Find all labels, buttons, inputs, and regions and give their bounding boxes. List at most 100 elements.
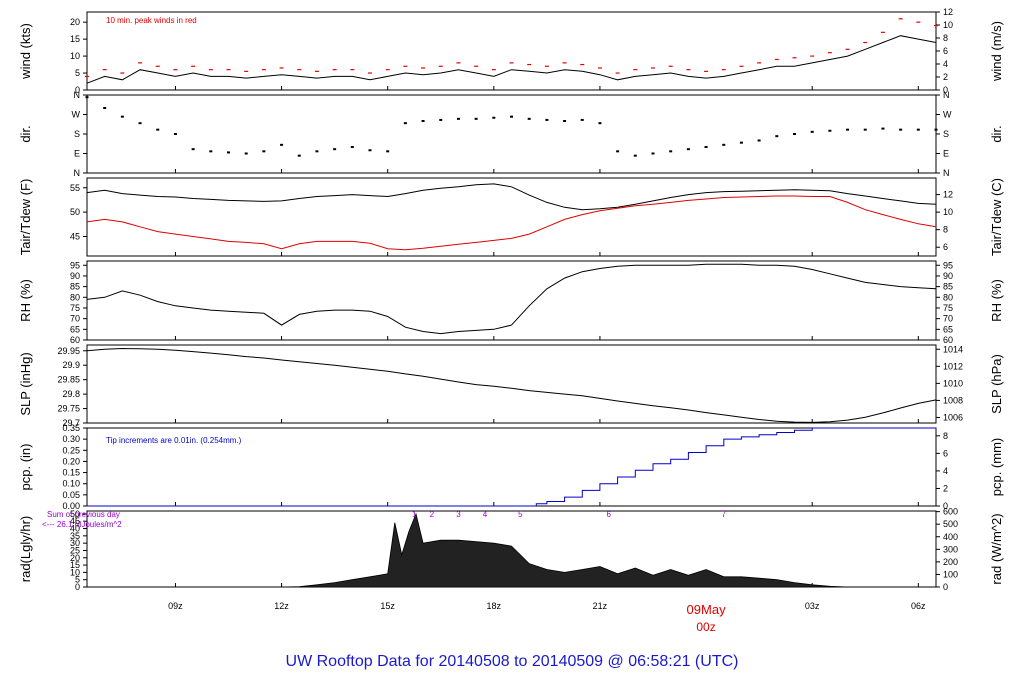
direction-point (120, 115, 124, 118)
direction-point (191, 148, 195, 151)
x-tick-label-18z: 18z (487, 601, 502, 611)
direction-point (580, 118, 584, 121)
rad-marker-4: 4 (483, 510, 488, 519)
left-tick-label: 50 (70, 509, 80, 519)
left-tick-label: 10 (70, 51, 80, 61)
rad-marker-2: 2 (430, 510, 435, 519)
left-tick-label: 0.35 (62, 423, 80, 433)
left-tick-label: 50 (70, 207, 80, 217)
x-tick-label-09z: 09z (168, 601, 183, 611)
right-tick-label: 300 (943, 544, 958, 554)
direction-point (810, 130, 814, 133)
direction-point (386, 150, 390, 153)
direction-point (368, 149, 372, 152)
right-tick-label: 75 (943, 303, 953, 313)
direction-point (704, 146, 708, 148)
direction-point (916, 128, 920, 131)
direction-point (846, 128, 850, 131)
direction-point (899, 128, 903, 131)
panel-frame (86, 344, 937, 424)
direction-point (828, 129, 832, 132)
rad-annotation-top: Sum of previous day (47, 510, 120, 519)
rad-marker-5: 5 (518, 510, 523, 519)
left-tick-label: N (74, 168, 81, 178)
left-tick-label: E (74, 149, 80, 159)
direction-point (209, 150, 213, 153)
direction-point (881, 127, 885, 130)
left-tick-label: 55 (70, 183, 80, 193)
direction-point (297, 154, 301, 157)
left-tick-label: 0 (75, 582, 80, 592)
direction-point (739, 141, 743, 144)
right-tick-label: 8 (943, 33, 948, 43)
right-tick-label: 10 (943, 207, 953, 217)
left-tick-label: S (74, 129, 80, 139)
direction-point (474, 117, 478, 120)
direction-point (315, 150, 319, 153)
right-tick-label: N (943, 90, 950, 100)
rad-marker-7: 7 (722, 510, 727, 519)
ylabel-right: dir. (989, 125, 1004, 142)
direction-point (421, 120, 425, 122)
direction-point (403, 122, 407, 125)
right-tick-label: 1008 (943, 395, 963, 405)
direction-point (757, 139, 761, 142)
right-tick-label: 70 (943, 314, 953, 324)
series-line-Tair (86, 183, 937, 211)
right-tick-label: 80 (943, 292, 953, 302)
panel-pcp: 0.000.050.100.15 0.200.250.300.35 0 2 4 6 8 pcp… (18, 423, 1004, 511)
right-tick-label: 6 (943, 448, 948, 458)
direction-point (545, 118, 549, 121)
ylabel-left: dir. (18, 125, 33, 142)
direction-point (244, 152, 248, 155)
right-tick-label: W (943, 110, 952, 120)
left-tick-label: 29.75 (57, 404, 80, 414)
left-tick-label: 15 (70, 34, 80, 44)
left-tick-label: 45 (70, 516, 80, 526)
x-tick-label-15z: 15z (380, 601, 395, 611)
direction-point (456, 117, 460, 120)
left-tick-label: 5 (75, 68, 80, 78)
right-tick-label: 1012 (943, 361, 963, 371)
left-tick-label: 10 (70, 567, 80, 577)
right-tick-label: 1006 (943, 412, 963, 422)
direction-point (669, 150, 673, 153)
rad-marker-6: 6 (607, 510, 612, 519)
direction-point (262, 150, 266, 153)
left-tick-label: 15 (70, 560, 80, 570)
direction-point (598, 122, 602, 125)
right-tick-label: 10 (943, 20, 953, 30)
x-date-sublabel: 00z (696, 620, 715, 634)
x-tick-label-03z: 03z (805, 601, 820, 611)
panel-frame (86, 260, 937, 341)
ylabel-right: pcp. (mm) (989, 438, 1004, 497)
right-tick-label: 6 (943, 242, 948, 252)
direction-point (85, 96, 89, 99)
right-tick-label: 6 (943, 46, 948, 56)
rad-marker-1: 1 (412, 510, 417, 519)
right-tick-label: 2 (943, 483, 948, 493)
direction-point (510, 115, 513, 118)
left-tick-label: 0 (75, 85, 80, 95)
right-tick-label: 100 (943, 569, 958, 579)
ylabel-left: Tair/Tdew (F) (18, 179, 33, 256)
left-tick-label: 60 (70, 335, 80, 345)
left-tick-label: 29.9 (62, 360, 80, 370)
right-tick-label: 4 (943, 466, 948, 476)
panel-temp: 45 50 55 6 8 10 12 Tair/Tdew (F) Tair/Tdew (C) (18, 177, 1004, 257)
left-tick-label: 30 (70, 538, 80, 548)
direction-point (616, 150, 620, 153)
ylabel-left: pcp. (in) (18, 444, 33, 491)
ylabel-left: RH (%) (18, 279, 33, 322)
panel-rad: 051015202530354045500100200300400500600r… (18, 507, 1004, 592)
direction-point (439, 118, 443, 121)
wind-annotation: 10 min. peak winds in red (106, 16, 197, 25)
series-line-Tdew (86, 195, 937, 251)
right-tick-label: 4 (943, 59, 948, 69)
left-tick-label: 29.95 (57, 346, 80, 356)
direction-point (280, 143, 284, 146)
ylabel-right: rad (W/m^2) (989, 513, 1004, 584)
ylabel-left: rad(Lgly/hr) (18, 516, 33, 582)
left-tick-label: 0.15 (62, 468, 80, 478)
